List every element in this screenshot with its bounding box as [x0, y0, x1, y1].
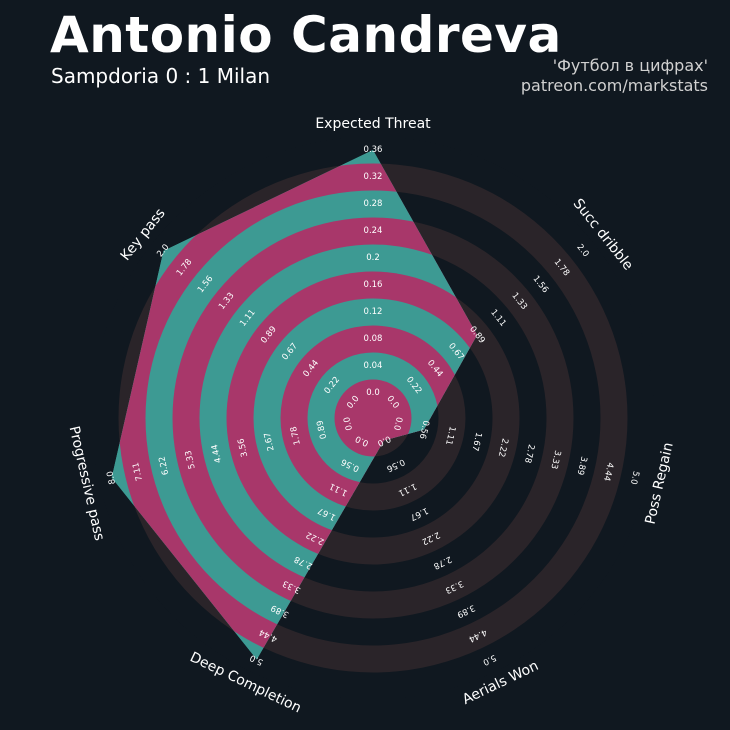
- radar-axis-label: Expected Threat: [315, 116, 431, 132]
- radar-tick-label: 0.0: [342, 416, 355, 431]
- radar-tick-label: 0.56: [417, 419, 431, 440]
- credit-url: patreon.com/markstats: [520, 76, 708, 95]
- radar-tick-label: 0.2: [366, 253, 380, 263]
- radar-tick-label: 0.36: [364, 145, 383, 155]
- radar-tick-label: 3.56: [236, 437, 250, 458]
- radar-tick-label: 3.89: [575, 455, 589, 476]
- radar-tick-label: 5.33: [184, 449, 198, 470]
- radar-tick-label: 0.0: [366, 388, 380, 398]
- radar-tick-label: 7.11: [131, 461, 145, 482]
- radar-ring-highlight: [334, 379, 412, 457]
- radar-tick-label: 2.78: [522, 443, 536, 464]
- radar-tick-label: 3.33: [548, 449, 562, 470]
- radar-tick-label: 0.08: [364, 334, 383, 344]
- radar-tick-label: 2.67: [263, 431, 277, 452]
- player-name-title: Antonio Candreva: [50, 6, 562, 64]
- radar-tick-label: 5.0: [628, 470, 641, 485]
- radar-tick-label: 6.22: [157, 455, 171, 476]
- radar-tick-label: 0.89: [315, 419, 329, 440]
- radar-tick-label: 4.44: [210, 443, 224, 464]
- radar-tick-label: 0.0: [391, 416, 404, 431]
- radar-tick-label: 1.67: [469, 431, 483, 452]
- radar-tick-label: 4.44: [601, 461, 615, 482]
- radar-tick-label: 1.78: [289, 425, 303, 446]
- radar-tick-label: 0.32: [364, 172, 383, 182]
- radar-tick-label: 1.11: [443, 425, 457, 446]
- radar-tick-label: 0.12: [364, 307, 383, 317]
- radar-tick-label: 0.24: [364, 226, 383, 236]
- match-subtitle: Sampdoria 0 : 1 Milan: [51, 64, 271, 88]
- radar-tick-label: 0.28: [364, 199, 383, 209]
- radar-tick-label: 0.16: [364, 280, 383, 290]
- credit-channel: 'Футбол в цифрах': [552, 56, 708, 75]
- radar-tick-label: 8.0: [105, 470, 118, 485]
- radar-tick-label: 2.22: [496, 437, 510, 458]
- radar-tick-label: 0.04: [364, 361, 383, 371]
